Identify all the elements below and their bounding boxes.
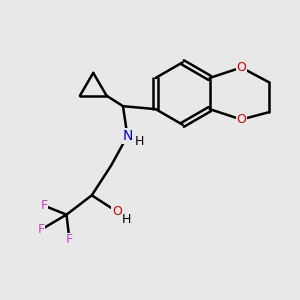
Text: O: O [236, 61, 246, 74]
Text: H: H [135, 135, 145, 148]
Text: F: F [66, 233, 73, 246]
Text: F: F [40, 199, 48, 212]
Text: O: O [112, 205, 122, 218]
Text: N: N [122, 129, 133, 143]
Text: O: O [236, 113, 246, 126]
Text: F: F [38, 223, 45, 236]
Text: H: H [122, 214, 131, 226]
